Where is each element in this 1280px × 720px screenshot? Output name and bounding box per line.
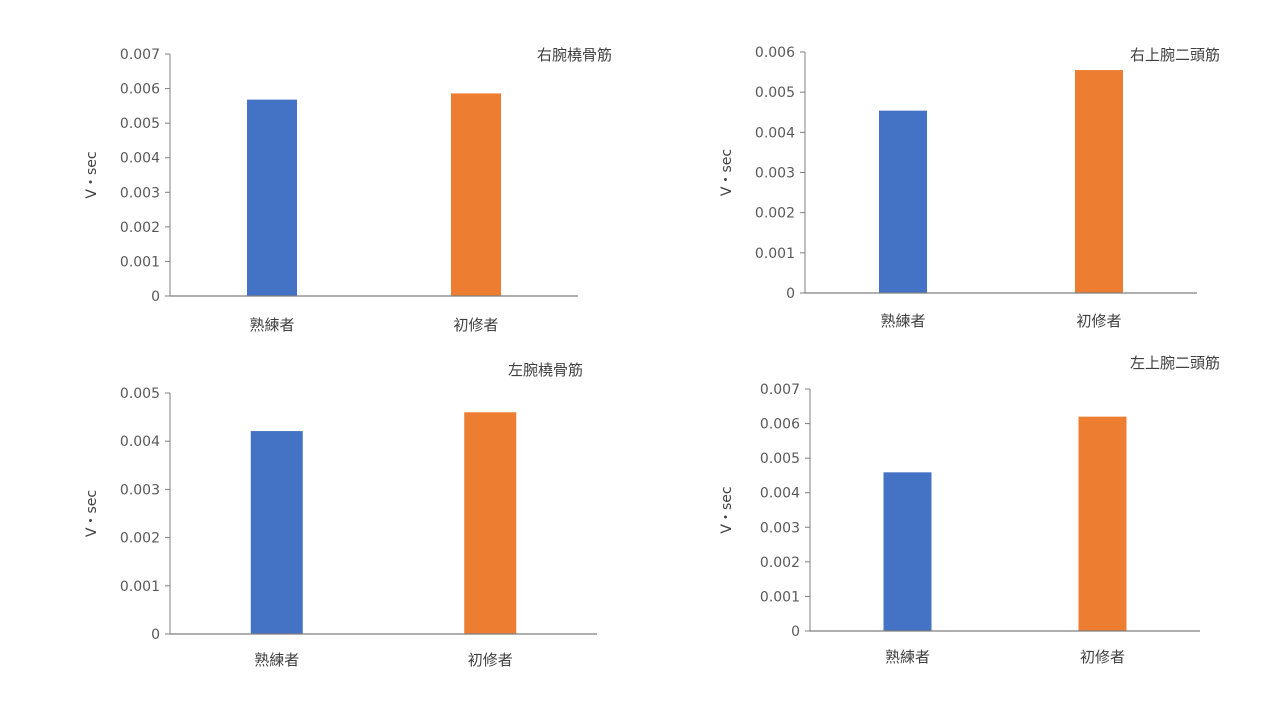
x-category-label: 初修者 <box>468 651 513 669</box>
x-category-label: 熟練者 <box>249 316 294 334</box>
x-category-label: 初修者 <box>1080 648 1125 666</box>
chart-title: 右上腕二頭筋 <box>1130 46 1220 64</box>
y-tick-label: 0.001 <box>120 254 160 270</box>
x-category-label: 熟練者 <box>880 312 925 330</box>
bar <box>247 99 297 297</box>
y-tick-label: 0.002 <box>120 531 160 547</box>
y-tick-label: 0.001 <box>120 579 160 595</box>
y-axis-title: V・sec <box>719 486 735 533</box>
chart-left-brachioradialis: 0 0.001 0.002 0.003 0.004 0.005 熟練者 初修者 V・sec 左腕橈… <box>80 355 640 685</box>
chart-svg: 0 0.001 0.002 0.003 0.004 0.005 0.006 熟練者 初修者 V・s… <box>719 45 1220 330</box>
chart-right-brachioradialis: 0 0.001 0.002 0.003 0.004 0.005 0.006 0.007 熟練者 初… <box>80 40 640 340</box>
y-tick-label: 0.004 <box>120 151 160 167</box>
y-tick-label: 0.002 <box>760 555 800 571</box>
y-tick-label: 0 <box>151 627 160 643</box>
chart-svg: 0 0.001 0.002 0.003 0.004 0.005 0.006 0.007 熟練者 初… <box>719 354 1220 666</box>
y-tick-label: 0.001 <box>760 589 800 605</box>
bar <box>879 110 927 293</box>
x-category-label: 熟練者 <box>254 651 299 669</box>
y-tick-label: 0.003 <box>755 166 795 182</box>
y-tick-label: 0.001 <box>755 246 795 262</box>
y-tick-label: 0.005 <box>760 451 800 467</box>
y-tick-label: 0.003 <box>120 185 160 201</box>
chart-title: 右腕橈骨筋 <box>537 46 612 64</box>
y-axis-title: V・sec <box>84 151 100 198</box>
y-tick-label: 0 <box>791 624 800 640</box>
y-axis-title: V・sec <box>84 490 100 537</box>
y-tick-label: 0.003 <box>760 520 800 536</box>
chart-title: 左腕橈骨筋 <box>508 361 583 379</box>
x-category-label: 熟練者 <box>885 648 930 666</box>
bar <box>250 431 303 634</box>
bar <box>883 472 932 631</box>
y-tick-label: 0.005 <box>120 116 160 132</box>
y-tick-label: 0 <box>786 286 795 302</box>
y-tick-label: 0.002 <box>755 206 795 222</box>
bar <box>451 93 501 296</box>
y-tick-label: 0.007 <box>120 47 160 63</box>
y-tick-label: 0 <box>151 289 160 305</box>
chart-right-biceps: 0 0.001 0.002 0.003 0.004 0.005 0.006 熟練者 初修者 V・s… <box>715 40 1235 340</box>
chart-svg: 0 0.001 0.002 0.003 0.004 0.005 熟練者 初修者 V・sec 左腕橈… <box>84 361 597 669</box>
y-tick-label: 0.005 <box>120 386 160 402</box>
x-category-label: 初修者 <box>1076 312 1121 330</box>
y-tick-label: 0.006 <box>120 82 160 98</box>
bar <box>1078 416 1127 631</box>
y-tick-label: 0.004 <box>760 486 800 502</box>
y-tick-label: 0.006 <box>755 45 795 61</box>
chart-title: 左上腕二頭筋 <box>1130 354 1220 372</box>
y-tick-label: 0.005 <box>755 85 795 101</box>
chart-svg: 0 0.001 0.002 0.003 0.004 0.005 0.006 0.007 熟練者 初… <box>84 46 612 334</box>
bar <box>1075 70 1123 293</box>
x-category-label: 初修者 <box>453 316 498 334</box>
y-axis-title: V・sec <box>719 149 735 196</box>
y-tick-label: 0.007 <box>760 382 800 398</box>
y-tick-label: 0.004 <box>755 125 795 141</box>
chart-left-biceps: 0 0.001 0.002 0.003 0.004 0.005 0.006 0.007 熟練者 初… <box>715 354 1235 685</box>
bar <box>464 412 517 634</box>
y-tick-label: 0.006 <box>760 417 800 433</box>
y-tick-label: 0.003 <box>120 482 160 498</box>
y-tick-label: 0.004 <box>120 434 160 450</box>
y-tick-label: 0.002 <box>120 220 160 236</box>
